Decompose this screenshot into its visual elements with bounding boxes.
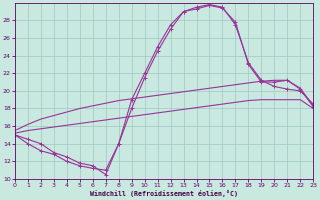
X-axis label: Windchill (Refroidissement éolien,°C): Windchill (Refroidissement éolien,°C) xyxy=(90,190,238,197)
